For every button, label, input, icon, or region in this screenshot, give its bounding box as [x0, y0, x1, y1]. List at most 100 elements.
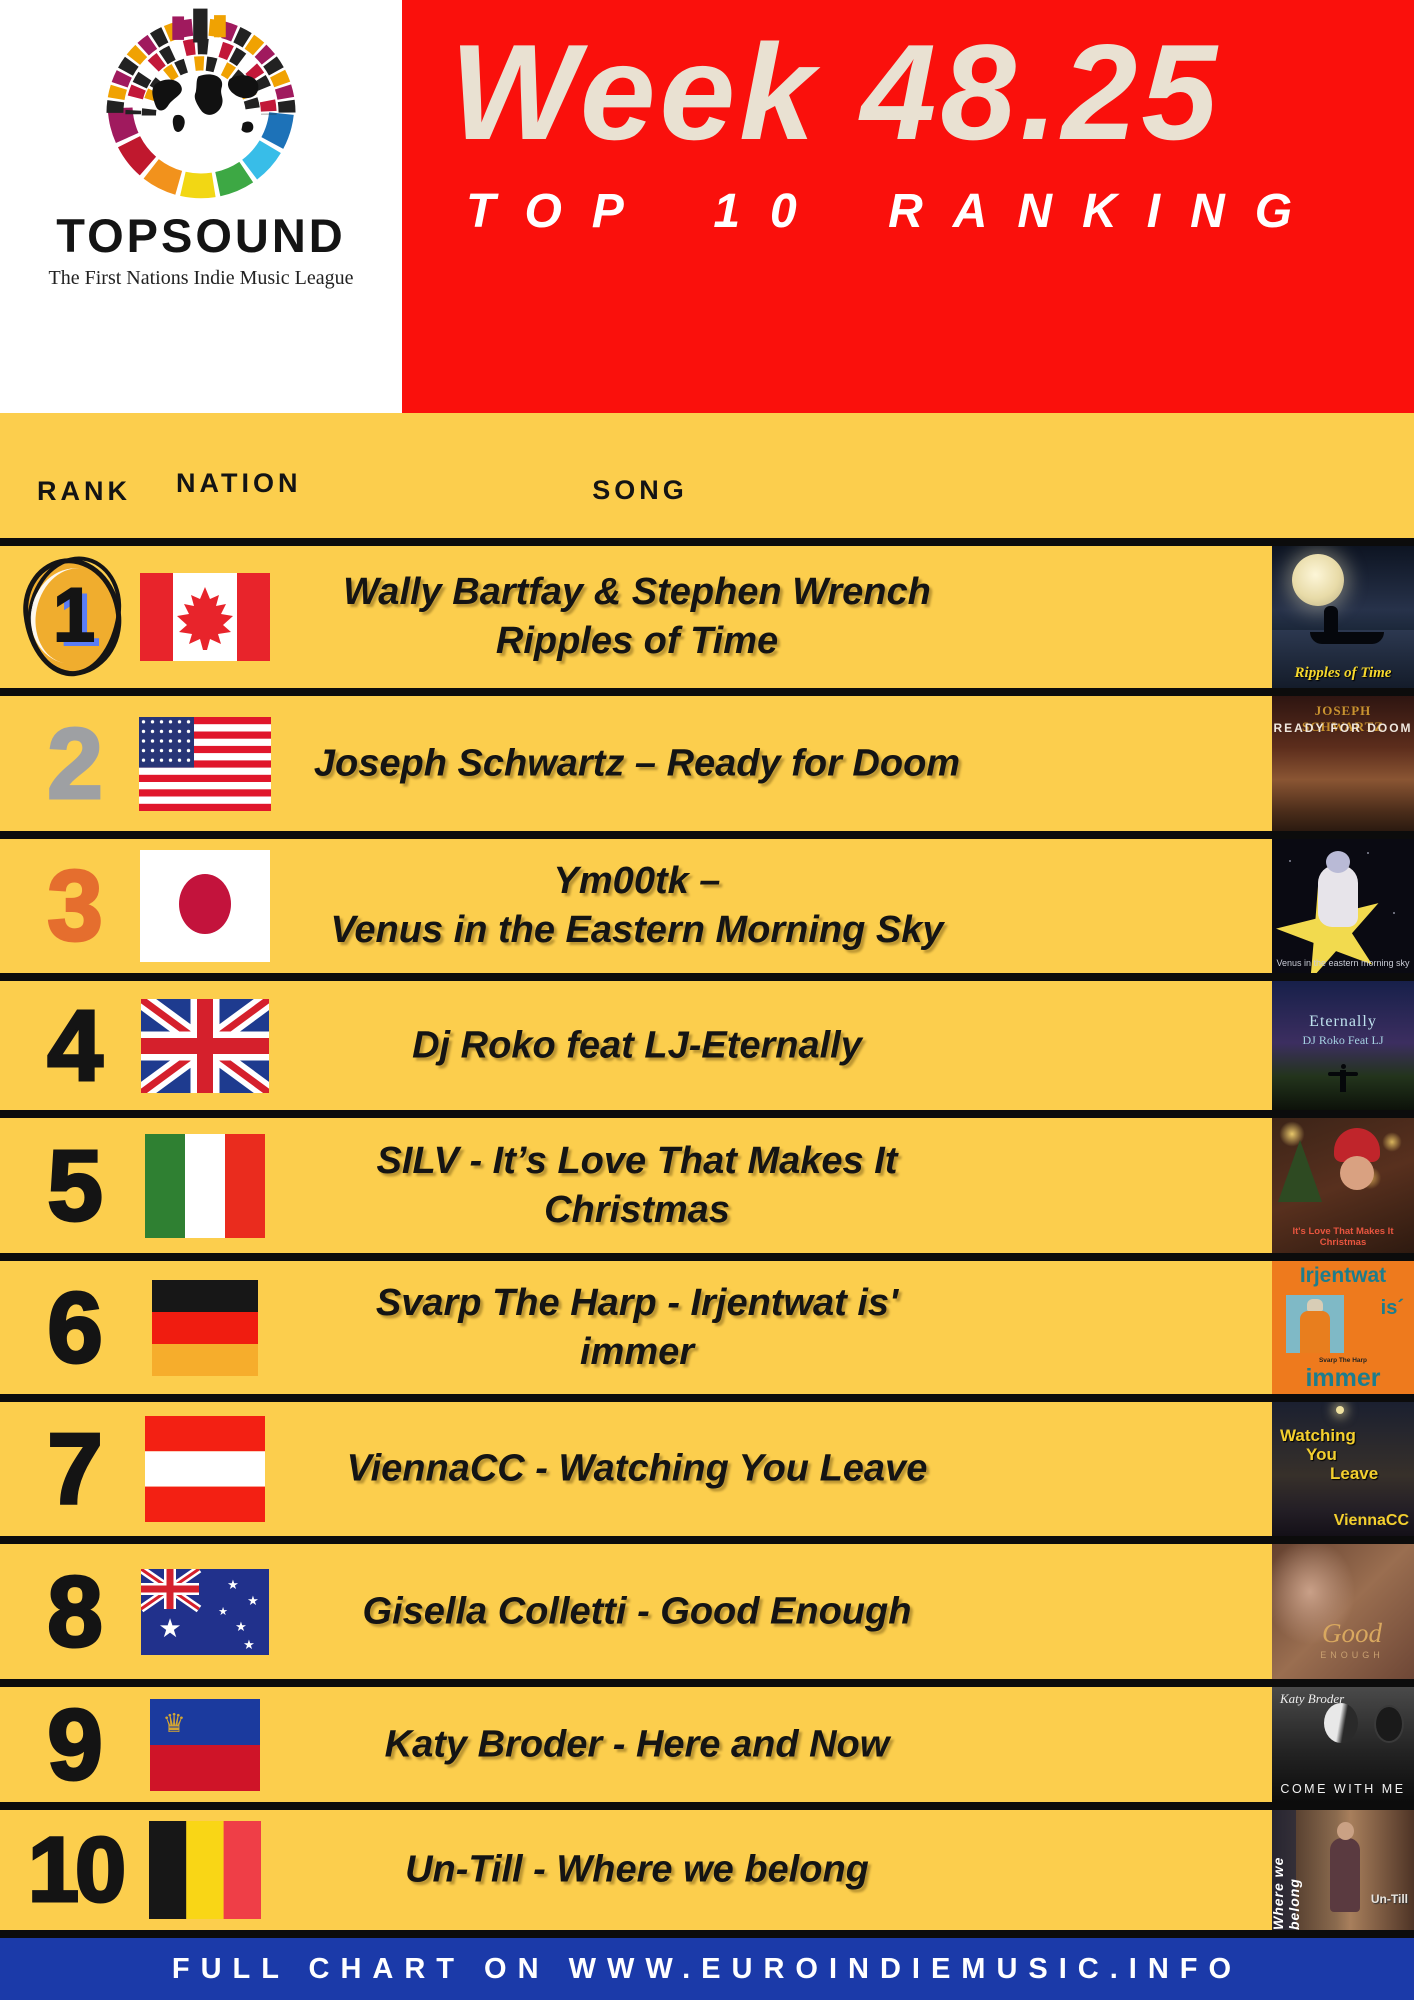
- svg-text:★: ★: [243, 1638, 255, 1653]
- artist-photo-graphic: [1286, 1295, 1344, 1353]
- column-header-song: SONG: [592, 475, 688, 505]
- album-art-caption: is´: [1380, 1297, 1404, 1319]
- album-art-caption: Good: [1322, 1618, 1382, 1648]
- rank-number: 1: [52, 572, 96, 659]
- moon-graphic: [1292, 554, 1344, 606]
- song-title: Dj Roko feat LJ-Eternally: [412, 1024, 862, 1066]
- album-art-irjentwat-is-immer: Irjentwat is´ Svarp The Harp immer: [1272, 1261, 1414, 1394]
- table-row-8: 8 ★ ★ ★ ★ ★ ★: [0, 1536, 1414, 1679]
- title-panel: Week 48.25 TOP 10 RANKING: [402, 0, 1414, 413]
- flag-liechtenstein-icon: ♛: [150, 1698, 260, 1791]
- brand-tagline: The First Nations Indie Music League: [48, 267, 354, 289]
- face-graphic: [1340, 1156, 1374, 1190]
- rank-number: 8: [46, 1555, 105, 1668]
- flag-belgium-icon: [149, 1821, 261, 1919]
- album-art-caption: Irjentwat: [1299, 1264, 1387, 1287]
- album-art-where-we-belong: Where we belong Un-Till: [1272, 1810, 1414, 1930]
- world-map-icon: [152, 74, 259, 133]
- table-row-5: 5 SILV - It’s Love That Makes It Christm…: [0, 1110, 1414, 1253]
- microphone-graphic: [1374, 1705, 1404, 1743]
- album-art-good-enough: Good ENOUGH: [1272, 1544, 1414, 1679]
- column-header-nation: NATION: [176, 468, 302, 498]
- brand-name: TOPSOUND: [56, 209, 346, 262]
- song-title: SILV - It’s Love That Makes It Christmas: [376, 1139, 898, 1231]
- album-art-caption: Watching: [1280, 1426, 1356, 1445]
- album-art-caption: Eternally: [1309, 1013, 1377, 1030]
- album-art-ready-for-doom: JOSEPH SCHWARTZ READY FOR DOOM: [1272, 696, 1414, 831]
- album-art-love-makes-christmas: It's Love That Makes It Christmas: [1272, 1118, 1414, 1253]
- flag-austria-icon: [145, 1416, 265, 1522]
- rank-number: 7: [46, 1413, 105, 1525]
- topsound-logo-icon: [106, 8, 296, 199]
- album-art-watching-you-leave: Watching You Leave ViennaCC: [1272, 1402, 1414, 1536]
- rank-number: 3: [46, 850, 105, 962]
- table-row-6: 6 Svarp The Harp - Irjentwat is' immer I…: [0, 1253, 1414, 1394]
- svg-text:★: ★: [227, 1578, 239, 1593]
- table-row-1: 1 Wally Bartfay & Stephen Wrench Ripples…: [0, 538, 1414, 688]
- week-title: Week 48.25: [450, 16, 1221, 168]
- album-art-artist: Svarp The Harp: [1318, 1357, 1368, 1364]
- table-row-4: 4 Dj Roko feat LJ-Eternally Eternally DJ…: [0, 973, 1414, 1110]
- album-art-caption: You: [1306, 1445, 1337, 1464]
- header: TOPSOUND The First Nations Indie Music L…: [0, 0, 1414, 413]
- portrait-graphic: [1324, 1703, 1358, 1743]
- song-title: Joseph Schwartz – Ready for Doom: [313, 742, 961, 784]
- rank-number: 4: [46, 989, 105, 1102]
- album-art-caption: COME WITH ME: [1280, 1782, 1406, 1796]
- ranking-subtitle: TOP 10 RANKING: [466, 184, 1323, 238]
- rank-number: 10: [26, 1819, 127, 1921]
- rank-number: 9: [46, 1688, 105, 1801]
- boat-graphic: [1310, 606, 1384, 644]
- christmas-tree-graphic: [1278, 1140, 1322, 1202]
- album-art-eternally: Eternally DJ Roko Feat LJ: [1272, 981, 1414, 1110]
- album-art-artist: ViennaCC: [1333, 1512, 1409, 1529]
- song-title: Katy Broder - Here and Now: [384, 1723, 890, 1765]
- rank-number: 5: [46, 1129, 105, 1242]
- album-art-artist: JOSEPH SCHWARTZ: [1302, 703, 1384, 734]
- figure-graphic: [1330, 1822, 1360, 1912]
- table-row-10: 10 Un-Till - Where we belong Where we be…: [0, 1802, 1414, 1930]
- table-header: RANK NATION SONG: [0, 413, 1414, 538]
- figure-graphic: [1328, 1064, 1358, 1092]
- rank-number: 2: [46, 707, 105, 820]
- album-art-caption: Ripples of Time: [1294, 665, 1392, 681]
- table-row-2: 2 Joseph Schwartz – Re: [0, 688, 1414, 831]
- svg-text:♛: ♛: [162, 1709, 185, 1739]
- song-title: ViennaCC - Watching You Leave: [346, 1447, 928, 1490]
- svg-text:★: ★: [218, 1605, 228, 1618]
- flag-usa-icon: [139, 716, 271, 811]
- footer-url-text: FULL CHART ON WWW.EUROINDIEMUSIC.INFO: [171, 1953, 1243, 1985]
- album-art-caption: READY FOR DOOM: [1273, 721, 1413, 735]
- rank-1-badge: 1: [18, 550, 128, 681]
- flag-italy-icon: [145, 1133, 265, 1238]
- flag-germany-icon: [152, 1279, 258, 1376]
- table-row-3: 3 Ym00tk – Venus in the Eastern Morning …: [0, 831, 1414, 973]
- streetlamp-graphic: [1336, 1406, 1344, 1414]
- column-header-rank: RANK: [37, 476, 131, 506]
- rank-number: 6: [46, 1271, 105, 1384]
- album-art-caption: Where we belong: [1272, 1856, 1302, 1930]
- song-title: Gisella Colletti - Good Enough: [362, 1590, 912, 1632]
- song-title: Svarp The Harp - Irjentwat is' immer: [375, 1281, 899, 1373]
- flag-australia-icon: ★ ★ ★ ★ ★ ★: [138, 1565, 269, 1655]
- logo-panel: TOPSOUND The First Nations Indie Music L…: [0, 0, 402, 413]
- song-title: Un-Till - Where we belong: [405, 1848, 869, 1891]
- girl-graphic: [1318, 851, 1358, 927]
- flag-canada-icon: [140, 573, 270, 661]
- album-art-come-with-me: Katy Broder COME WITH ME: [1272, 1687, 1414, 1802]
- album-art-artist: Katy Broder: [1280, 1691, 1345, 1706]
- footer-banner: FULL CHART ON WWW.EUROINDIEMUSIC.INFO: [0, 1930, 1414, 2000]
- album-art-caption: Leave: [1330, 1464, 1379, 1483]
- song-title: Ym00tk – Venus in the Eastern Morning Sk…: [330, 860, 944, 951]
- album-art-artist: Un-Till: [1370, 1892, 1408, 1906]
- flag-japan-icon: [140, 850, 270, 962]
- album-art-venus-morning-sky: Venus in the eastern morning sky: [1272, 839, 1414, 973]
- flag-uk-icon: [135, 991, 275, 1100]
- album-art-ripples-of-time: Ripples of Time: [1272, 546, 1414, 688]
- table-row-9: 9 ♛ Katy Broder - Here and Now Katy Brod…: [0, 1679, 1414, 1802]
- album-art-caption: Venus in the eastern morning sky: [1276, 958, 1410, 968]
- album-art-artist: DJ Roko Feat LJ: [1302, 1033, 1384, 1047]
- ranking-rows: 1 Wally Bartfay & Stephen Wrench Ripples…: [0, 538, 1414, 1930]
- svg-text:★: ★: [158, 1614, 181, 1644]
